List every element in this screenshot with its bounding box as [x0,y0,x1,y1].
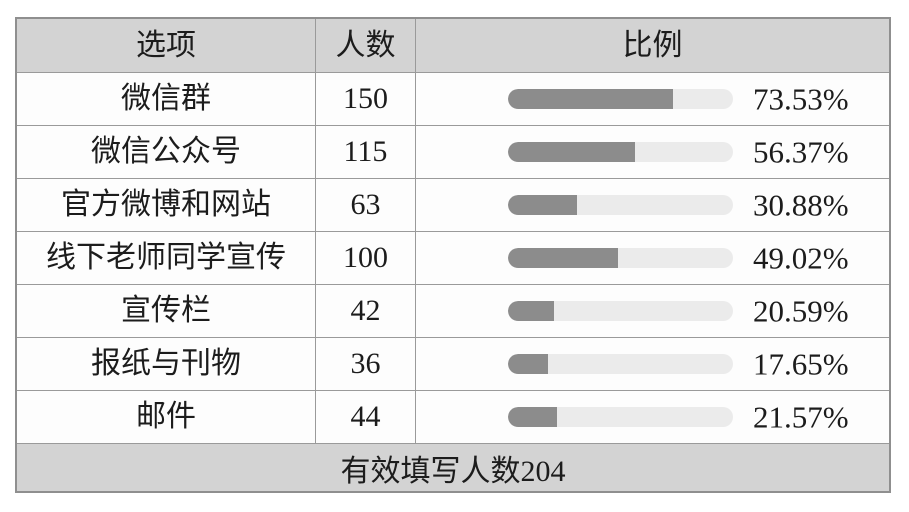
option-cell: 宣传栏 [17,285,316,337]
ratio-bar-fill [508,142,635,162]
percent-label: 56.37% [753,134,849,170]
ratio-bar-track [508,354,733,374]
ratio-cell: 20.59% [416,285,889,337]
option-cell: 邮件 [17,391,316,443]
table-row: 宣传栏 42 20.59% [17,285,889,338]
ratio-bar-track [508,301,733,321]
table-row: 官方微博和网站 63 30.88% [17,179,889,232]
table-footer-row: 有效填写人数204 [17,444,889,491]
table-row: 线下老师同学宣传 100 49.02% [17,232,889,285]
ratio-bar-fill [508,248,619,268]
ratio-cell: 17.65% [416,338,889,390]
ratio-bar-fill [508,89,674,109]
option-cell: 报纸与刊物 [17,338,316,390]
ratio-bar-track [508,142,733,162]
survey-result-table: 选项 人数 比例 微信群 150 73.53% 微信公众号 115 56.37% [15,17,891,493]
ratio-cell: 21.57% [416,391,889,443]
table-header-row: 选项 人数 比例 [17,19,889,73]
percent-label: 20.59% [753,293,849,329]
count-cell: 42 [316,285,416,337]
table-row: 报纸与刊物 36 17.65% [17,338,889,391]
percent-label: 17.65% [753,346,849,382]
table-row: 邮件 44 21.57% [17,391,889,444]
ratio-bar-track [508,195,733,215]
option-cell: 微信群 [17,73,316,125]
ratio-bar-fill [508,354,548,374]
percent-label: 30.88% [753,187,849,223]
count-cell: 36 [316,338,416,390]
ratio-bar-track [508,248,733,268]
count-cell: 63 [316,179,416,231]
ratio-bar-fill [508,407,557,427]
ratio-bar-track [508,89,733,109]
count-cell: 115 [316,126,416,178]
option-cell: 官方微博和网站 [17,179,316,231]
option-cell: 线下老师同学宣传 [17,232,316,284]
ratio-cell: 56.37% [416,126,889,178]
table-row: 微信群 150 73.53% [17,73,889,126]
ratio-bar-track [508,407,733,427]
ratio-cell: 49.02% [416,232,889,284]
header-ratio: 比例 [622,28,683,62]
percent-label: 73.53% [753,81,849,117]
percent-label: 49.02% [753,240,849,276]
table-row: 微信公众号 115 56.37% [17,126,889,179]
ratio-bar-fill [508,195,578,215]
count-cell: 100 [316,232,416,284]
ratio-bar-fill [508,301,555,321]
count-cell: 44 [316,391,416,443]
option-cell: 微信公众号 [17,126,316,178]
header-option: 选项 [17,19,316,72]
header-count: 人数 [316,19,416,72]
percent-label: 21.57% [753,399,849,435]
valid-respondents-note: 有效填写人数204 [340,454,566,488]
ratio-cell: 30.88% [416,179,889,231]
ratio-cell: 73.53% [416,73,889,125]
count-cell: 150 [316,73,416,125]
